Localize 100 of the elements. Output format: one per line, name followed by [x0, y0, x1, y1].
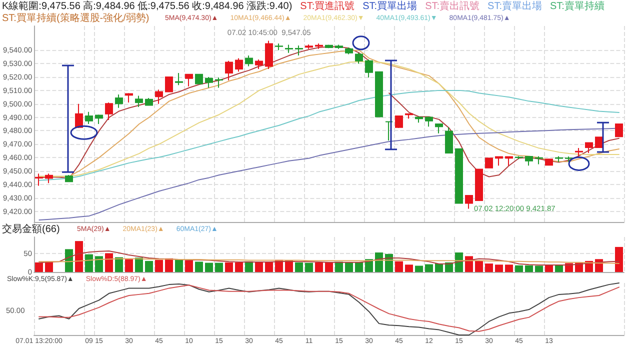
bar: [215, 262, 223, 272]
bar: [155, 260, 163, 272]
candlestick: [115, 94, 123, 108]
candlestick: [575, 148, 583, 156]
candlestick: [165, 76, 173, 92]
bar: [65, 249, 73, 272]
bar: [75, 241, 83, 272]
bar: [205, 262, 213, 272]
bar: [335, 262, 343, 272]
bar: [265, 262, 273, 272]
candlestick: [585, 142, 593, 154]
bar: [105, 253, 113, 272]
line-series: [38, 250, 620, 266]
candlestick: [255, 59, 263, 70]
candlestick: [525, 156, 533, 166]
bar: [475, 260, 483, 272]
text: ST:賣單出場: [488, 1, 542, 12]
text: ST:賣單持續: [550, 1, 604, 12]
bar: [535, 266, 543, 272]
candlestick: [275, 42, 283, 51]
candlestick: [485, 158, 493, 168]
candlestick: [195, 74, 203, 84]
candlestick: [305, 44, 313, 50]
candlestick: [145, 97, 153, 106]
bar: [505, 264, 513, 272]
candlestick: [135, 95, 143, 108]
candlestick: [535, 156, 543, 165]
candlestick: [95, 114, 103, 124]
candlestick: [385, 121, 393, 142]
text: ST:買單持續(策略選股-強化/弱勢): [2, 13, 150, 24]
bar: [525, 265, 533, 272]
candlestick: [215, 77, 223, 88]
bar: [235, 262, 243, 272]
candlestick: [65, 174, 73, 182]
candlestick: [185, 74, 193, 87]
candlestick: [505, 156, 513, 166]
bar: [95, 256, 103, 272]
bar: [185, 260, 193, 272]
candlestick: [295, 44, 303, 56]
text: ST:買單出場: [362, 1, 418, 12]
candlestick: [75, 103, 83, 129]
candlestick: [225, 60, 233, 81]
candlestick: [455, 148, 463, 204]
text: 交易金額(66): [2, 224, 60, 235]
candlestick: [85, 111, 93, 124]
candlestick: [495, 156, 503, 166]
bar: [345, 262, 353, 272]
bar: [375, 252, 383, 272]
candlestick: [285, 44, 293, 54]
candlestick: [395, 115, 403, 129]
bar: [485, 264, 493, 272]
bar: [495, 264, 503, 272]
text: ST:賣出訊號: [425, 1, 480, 12]
candlestick: [615, 124, 623, 138]
bar: [135, 258, 143, 272]
candlestick: [555, 156, 563, 162]
bar: [225, 262, 233, 272]
candlestick: [315, 42, 323, 50]
candlestick: [415, 116, 423, 124]
candlestick: [405, 113, 413, 120]
bar: [115, 257, 123, 272]
bar: [355, 262, 363, 272]
candlestick: [35, 173, 43, 186]
candlestick: [445, 126, 453, 154]
text: K線範圍:9,475.56 高:9,484.96 低:9,475.56 收:9,484.96 漲跌:9.40): [2, 1, 292, 12]
bar: [295, 262, 303, 272]
candlestick: [345, 46, 353, 55]
candlestick: [45, 173, 53, 184]
bar: [405, 264, 413, 272]
candlestick: [125, 92, 133, 104]
candlestick: [515, 156, 523, 160]
bar: [395, 261, 403, 272]
candlestick: [435, 124, 443, 134]
bar: [315, 262, 323, 272]
bar: [145, 260, 153, 272]
candlestick: [355, 52, 363, 64]
candlestick: [265, 40, 273, 70]
candlestick: [205, 76, 213, 88]
candlestick: [565, 156, 573, 162]
bar: [465, 256, 473, 272]
candlestick: [375, 71, 383, 118]
candlestick: [175, 72, 183, 86]
bar: [175, 259, 183, 272]
bar: [305, 262, 313, 272]
candlestick: [365, 59, 373, 78]
bar: [325, 262, 333, 272]
bar: [165, 258, 173, 272]
candlestick: [545, 158, 553, 166]
bar: [195, 262, 203, 272]
line-series: [38, 90, 620, 181]
bar: [85, 254, 93, 272]
bar: [255, 262, 263, 272]
candlestick: [465, 195, 473, 210]
bar: [425, 264, 433, 272]
candlestick: [105, 102, 113, 120]
candlestick: [425, 116, 433, 128]
candlestick: [155, 89, 163, 104]
candlestick: [235, 58, 243, 72]
candlestick: [245, 55, 253, 67]
text: ST:買進訊號: [300, 1, 355, 12]
